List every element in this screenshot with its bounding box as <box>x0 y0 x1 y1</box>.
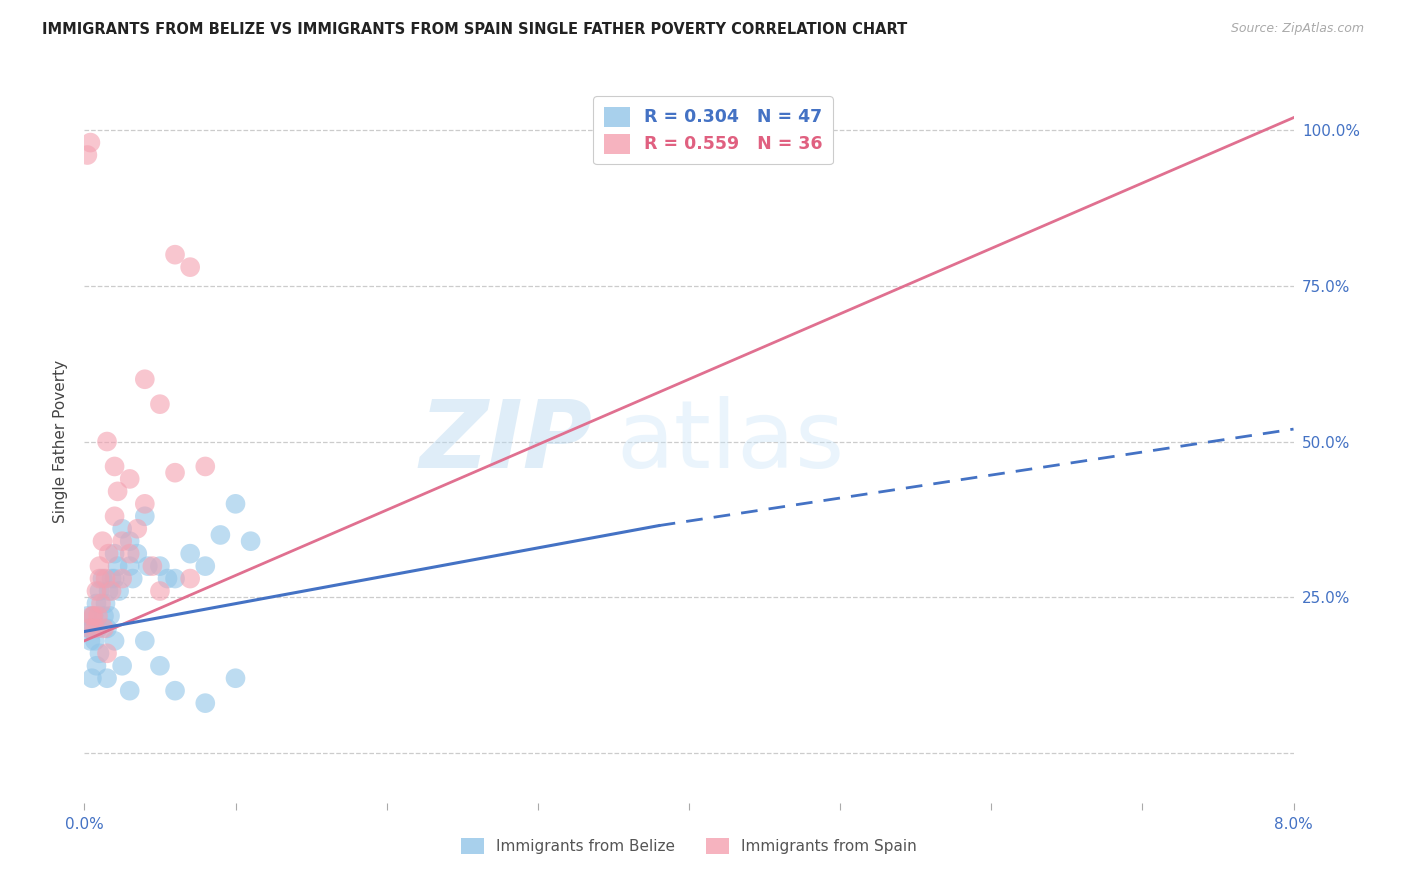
Point <box>93 621 115 635</box>
Point <box>156 572 179 586</box>
Point <box>87 609 110 624</box>
Point <box>79 621 101 635</box>
Point <box>79 633 101 648</box>
Point <box>82 609 104 624</box>
Point <box>107 484 129 499</box>
Point <box>118 472 141 486</box>
Point <box>84 621 107 635</box>
Y-axis label: Single Father Poverty: Single Father Poverty <box>53 360 69 523</box>
Point <box>86 597 108 611</box>
Point <box>179 547 201 561</box>
Point <box>86 658 108 673</box>
Point <box>76 148 98 162</box>
Point <box>100 584 122 599</box>
Point <box>111 658 134 673</box>
Point <box>194 696 217 710</box>
Point <box>97 584 120 599</box>
Point <box>89 646 111 660</box>
Point <box>118 547 141 561</box>
Point <box>165 572 187 586</box>
Point <box>107 559 129 574</box>
Text: Source: ZipAtlas.com: Source: ZipAtlas.com <box>1230 22 1364 36</box>
Point <box>108 584 131 599</box>
Point <box>149 397 172 411</box>
Point <box>179 260 201 274</box>
Point <box>104 633 127 648</box>
Point <box>165 466 187 480</box>
Point <box>96 621 118 635</box>
Point <box>111 522 134 536</box>
Point <box>80 621 103 635</box>
Point <box>127 522 149 536</box>
Point <box>209 528 232 542</box>
Point <box>96 434 118 449</box>
Point <box>134 509 156 524</box>
Point <box>90 597 112 611</box>
Point <box>91 572 114 586</box>
Legend: Immigrants from Belize, Immigrants from Spain: Immigrants from Belize, Immigrants from … <box>456 832 922 860</box>
Point <box>82 609 104 624</box>
Point <box>97 547 120 561</box>
Point <box>77 621 100 635</box>
Point <box>149 658 172 673</box>
Point <box>86 584 108 599</box>
Point <box>118 534 141 549</box>
Text: atlas: atlas <box>616 395 845 488</box>
Point <box>94 572 117 586</box>
Point <box>104 459 127 474</box>
Point <box>111 572 134 586</box>
Point <box>96 671 118 685</box>
Point <box>84 633 107 648</box>
Point <box>104 572 127 586</box>
Point <box>79 136 101 150</box>
Point <box>89 572 111 586</box>
Point <box>179 572 201 586</box>
Point <box>87 621 110 635</box>
Point <box>225 497 247 511</box>
Point <box>94 597 117 611</box>
Point <box>239 534 262 549</box>
Point <box>93 609 115 624</box>
Point <box>91 534 114 549</box>
Point <box>149 559 172 574</box>
Point <box>80 671 103 685</box>
Text: IMMIGRANTS FROM BELIZE VS IMMIGRANTS FROM SPAIN SINGLE FATHER POVERTY CORRELATIO: IMMIGRANTS FROM BELIZE VS IMMIGRANTS FRO… <box>42 22 907 37</box>
Point <box>118 559 141 574</box>
Point <box>100 572 122 586</box>
Point <box>134 633 156 648</box>
Point <box>121 572 143 586</box>
Point <box>165 683 187 698</box>
Point <box>134 497 156 511</box>
Point <box>225 671 247 685</box>
Point <box>80 609 103 624</box>
Point <box>127 547 149 561</box>
Point <box>149 584 172 599</box>
Point <box>118 683 141 698</box>
Point <box>98 609 121 624</box>
Point <box>165 248 187 262</box>
Point <box>104 509 127 524</box>
Point <box>96 646 118 660</box>
Point <box>76 609 98 624</box>
Point <box>111 534 134 549</box>
Point <box>141 559 163 574</box>
Point <box>194 459 217 474</box>
Point <box>89 559 111 574</box>
Point <box>134 372 156 386</box>
Point <box>104 547 127 561</box>
Point <box>194 559 217 574</box>
Text: ZIP: ZIP <box>419 395 592 488</box>
Point <box>136 559 159 574</box>
Point <box>89 584 111 599</box>
